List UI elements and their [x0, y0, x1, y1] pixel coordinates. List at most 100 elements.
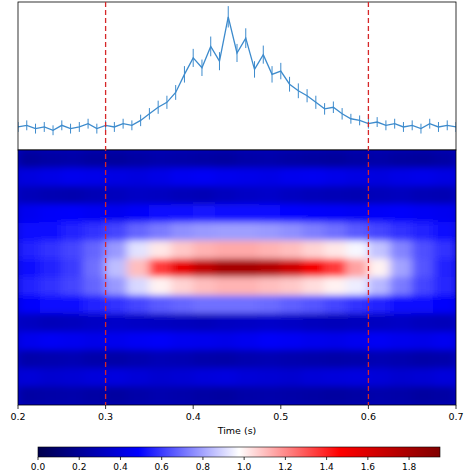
heatmap-cell: [18, 222, 40, 241]
heatmap-cell: [61, 368, 84, 387]
heatmap-cell: [18, 368, 40, 387]
heatmap-cell: [105, 350, 128, 369]
heatmap-cell: [171, 241, 194, 260]
heatmap-cell: [280, 332, 303, 351]
heatmap-cell: [412, 204, 435, 223]
heatmap-cell: [390, 277, 413, 296]
heatmap-cell: [346, 241, 369, 260]
colorbar-tick: [120, 457, 121, 460]
heatmap-cell: [193, 277, 216, 296]
heatmap-cell: [412, 222, 435, 241]
heatmap-cell: [302, 222, 325, 241]
heatmap-cell: [434, 313, 456, 332]
heatmap-cell: [258, 204, 281, 223]
heatmap-cell: [390, 150, 413, 169]
heatmap-cell: [171, 332, 194, 351]
heatmap-cell: [237, 186, 260, 205]
heatmap-cell: [237, 168, 260, 187]
heatmap-cell: [149, 241, 172, 260]
heatmap-cell: [215, 204, 238, 223]
heatmap-cell: [127, 204, 150, 223]
heatmap-cell: [390, 368, 413, 387]
heatmap-cell: [83, 241, 106, 260]
heatmap-cell: [324, 350, 347, 369]
heatmap-frame: [18, 150, 456, 405]
heatmap-cell: [18, 313, 40, 332]
heatmap-cell: [324, 368, 347, 387]
heatmap-cell: [258, 350, 281, 369]
heatmap-cell: [346, 332, 369, 351]
heatmap-cell: [39, 332, 62, 351]
heatmap-cell: [434, 168, 456, 187]
heatmap-cell: [434, 350, 456, 369]
heatmap-cell: [171, 295, 194, 314]
heatmap-cell: [83, 313, 106, 332]
colorbar-tick-label: 1.0: [237, 462, 252, 472]
colorbar-tick-label: 0.6: [155, 462, 170, 472]
heatmap-cell: [434, 332, 456, 351]
heatmap-cell: [390, 259, 413, 278]
heatmap-cell: [105, 368, 128, 387]
heatmap-cell: [61, 259, 84, 278]
heatmap-cell: [193, 150, 216, 169]
heatmap-cell: [280, 150, 303, 169]
heatmap-cell: [280, 277, 303, 296]
heatmap-cell: [193, 241, 216, 260]
heatmap-cell: [61, 332, 84, 351]
heatmap-cell: [412, 277, 435, 296]
top-frame: [18, 2, 456, 150]
heatmap-cell: [171, 204, 194, 223]
heatmap-cell: [83, 222, 106, 241]
heatmap-cell: [390, 222, 413, 241]
heatmap-cell: [302, 368, 325, 387]
heatmap-cell: [434, 259, 456, 278]
heatmap-cell: [215, 259, 238, 278]
heatmap-cell: [412, 295, 435, 314]
heatmap-cell: [434, 241, 456, 260]
heatmap-cell: [237, 313, 260, 332]
heatmap-cell: [302, 150, 325, 169]
heatmap-cell: [215, 168, 238, 187]
heatmap-cell: [258, 277, 281, 296]
heatmap-cell: [346, 277, 369, 296]
heatmap-cell: [61, 241, 84, 260]
heatmap-cell: [149, 295, 172, 314]
heatmap-cell: [368, 350, 391, 369]
heatmap-cell: [258, 386, 281, 405]
heatmap-cell: [127, 241, 150, 260]
heatmap-cell: [61, 168, 84, 187]
heatmap-cell: [105, 241, 128, 260]
heatmap-cell: [390, 332, 413, 351]
heatmap-cell: [193, 186, 216, 205]
heatmap-cell: [237, 295, 260, 314]
heatmap-cell: [127, 168, 150, 187]
heatmap-cell: [412, 186, 435, 205]
heatmap-cell: [149, 222, 172, 241]
heatmap-cell: [302, 204, 325, 223]
heatmap-cell: [258, 150, 281, 169]
heatmap-cell: [61, 204, 84, 223]
heatmap-cell: [412, 313, 435, 332]
heatmap-cell: [390, 168, 413, 187]
heatmap-cell: [258, 186, 281, 205]
heatmap-cell: [127, 350, 150, 369]
heatmap-cell: [61, 222, 84, 241]
heatmap-cell: [368, 332, 391, 351]
heatmap-cell: [215, 222, 238, 241]
heatmap-cell: [171, 386, 194, 405]
heatmap-cell: [105, 313, 128, 332]
heatmap-cell: [215, 313, 238, 332]
heatmap-cell: [237, 150, 260, 169]
heatmap-cell: [127, 277, 150, 296]
heatmap-cell: [149, 259, 172, 278]
heatmap-cell: [368, 241, 391, 260]
heatmap-cell: [390, 241, 413, 260]
heatmap-cell: [280, 204, 303, 223]
heatmap-cell: [215, 277, 238, 296]
heatmap-cell: [193, 204, 216, 223]
x-tick: [18, 405, 19, 409]
colorbar-tick-label: 0.0: [31, 462, 46, 472]
heatmap-cell: [18, 277, 40, 296]
heatmap-cell: [171, 368, 194, 387]
heatmap-cell: [324, 313, 347, 332]
